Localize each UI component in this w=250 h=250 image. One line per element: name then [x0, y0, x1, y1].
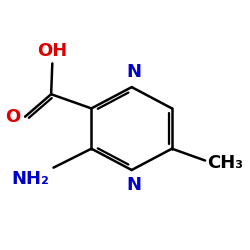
Text: N: N — [126, 176, 142, 194]
Text: N: N — [126, 63, 142, 81]
Text: CH₃: CH₃ — [208, 154, 244, 172]
Text: OH: OH — [37, 42, 68, 60]
Text: O: O — [5, 108, 20, 126]
Text: NH₂: NH₂ — [11, 170, 49, 188]
